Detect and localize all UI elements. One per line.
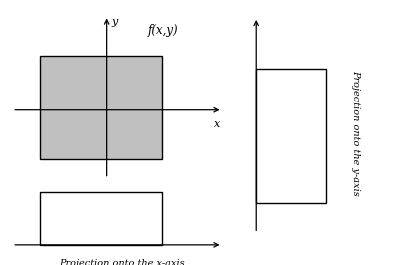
Bar: [40, 192, 162, 245]
Bar: [256, 69, 326, 203]
Text: Projection onto the y-axis: Projection onto the y-axis: [352, 70, 361, 196]
Bar: [40, 56, 162, 159]
Text: x: x: [214, 119, 221, 129]
Text: y: y: [111, 17, 118, 28]
Text: f(x,y): f(x,y): [148, 24, 179, 37]
Text: Projection onto the x-axis: Projection onto the x-axis: [60, 259, 185, 265]
